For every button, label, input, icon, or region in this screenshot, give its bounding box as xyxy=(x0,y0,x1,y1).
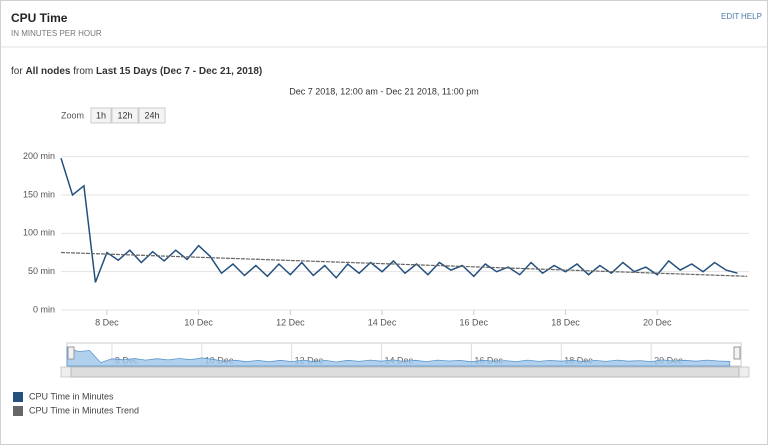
y-tick-label: 150 min xyxy=(23,189,55,199)
navigator-handle[interactable] xyxy=(733,346,741,360)
x-tick-label: 10 Dec xyxy=(184,317,213,327)
range-label: Dec 7 2018, 12:00 am - Dec 21 2018, 11:0… xyxy=(289,86,478,96)
zoom-button[interactable] xyxy=(111,107,139,124)
filter-prefix: for xyxy=(11,66,23,77)
filter-nodes: All nodes xyxy=(25,66,70,77)
navigator-area xyxy=(66,346,731,367)
navigator-tick-label: 16 Dec xyxy=(474,355,503,365)
navigator-tick-label: 18 Dec xyxy=(564,355,593,365)
legend-label: CPU Time in Minutes Trend xyxy=(29,405,139,415)
zoom-button-label[interactable]: 12h xyxy=(117,110,132,120)
x-tick-label: 14 Dec xyxy=(368,317,397,327)
legend-swatch xyxy=(13,392,23,402)
legend-label: CPU Time in Minutes xyxy=(29,391,114,401)
filter-text: for All nodes from Last 15 Days (Dec 7 -… xyxy=(11,66,262,77)
x-tick-label: 20 Dec xyxy=(643,317,672,327)
filter-period: Last 15 Days (Dec 7 - Dec 21, 2018) xyxy=(96,66,262,77)
y-tick-label: 50 min xyxy=(28,266,55,276)
y-tick-label: 100 min xyxy=(23,228,55,238)
legend-swatch xyxy=(13,406,23,416)
zoom-button-label[interactable]: 24h xyxy=(144,110,159,120)
zoom-button[interactable] xyxy=(90,107,112,124)
y-tick-label: 0 min xyxy=(33,304,55,314)
trend-line xyxy=(60,251,748,277)
data-line xyxy=(60,157,738,283)
edit-link[interactable]: EDIT xyxy=(721,12,739,21)
x-tick-label: 12 Dec xyxy=(276,317,305,327)
navigator-handle[interactable] xyxy=(67,346,75,360)
x-tick-label: 18 Dec xyxy=(551,317,580,327)
filter-connector: from xyxy=(73,66,93,77)
zoom-button[interactable] xyxy=(138,107,166,124)
scrollbar-thumb[interactable] xyxy=(70,366,740,378)
chart-title: CPU Time xyxy=(11,11,68,25)
help-link[interactable]: HELP xyxy=(741,12,762,21)
zoom-label: Zoom xyxy=(61,110,84,120)
x-tick-label: 16 Dec xyxy=(460,317,489,327)
navigator-tick-label: 12 Dec xyxy=(295,355,324,365)
chart-subtitle: IN MINUTES PER HOUR xyxy=(11,29,102,38)
zoom-button-label[interactable]: 1h xyxy=(96,110,106,120)
y-tick-label: 200 min xyxy=(23,151,55,161)
x-tick-label: 8 Dec xyxy=(95,317,119,327)
